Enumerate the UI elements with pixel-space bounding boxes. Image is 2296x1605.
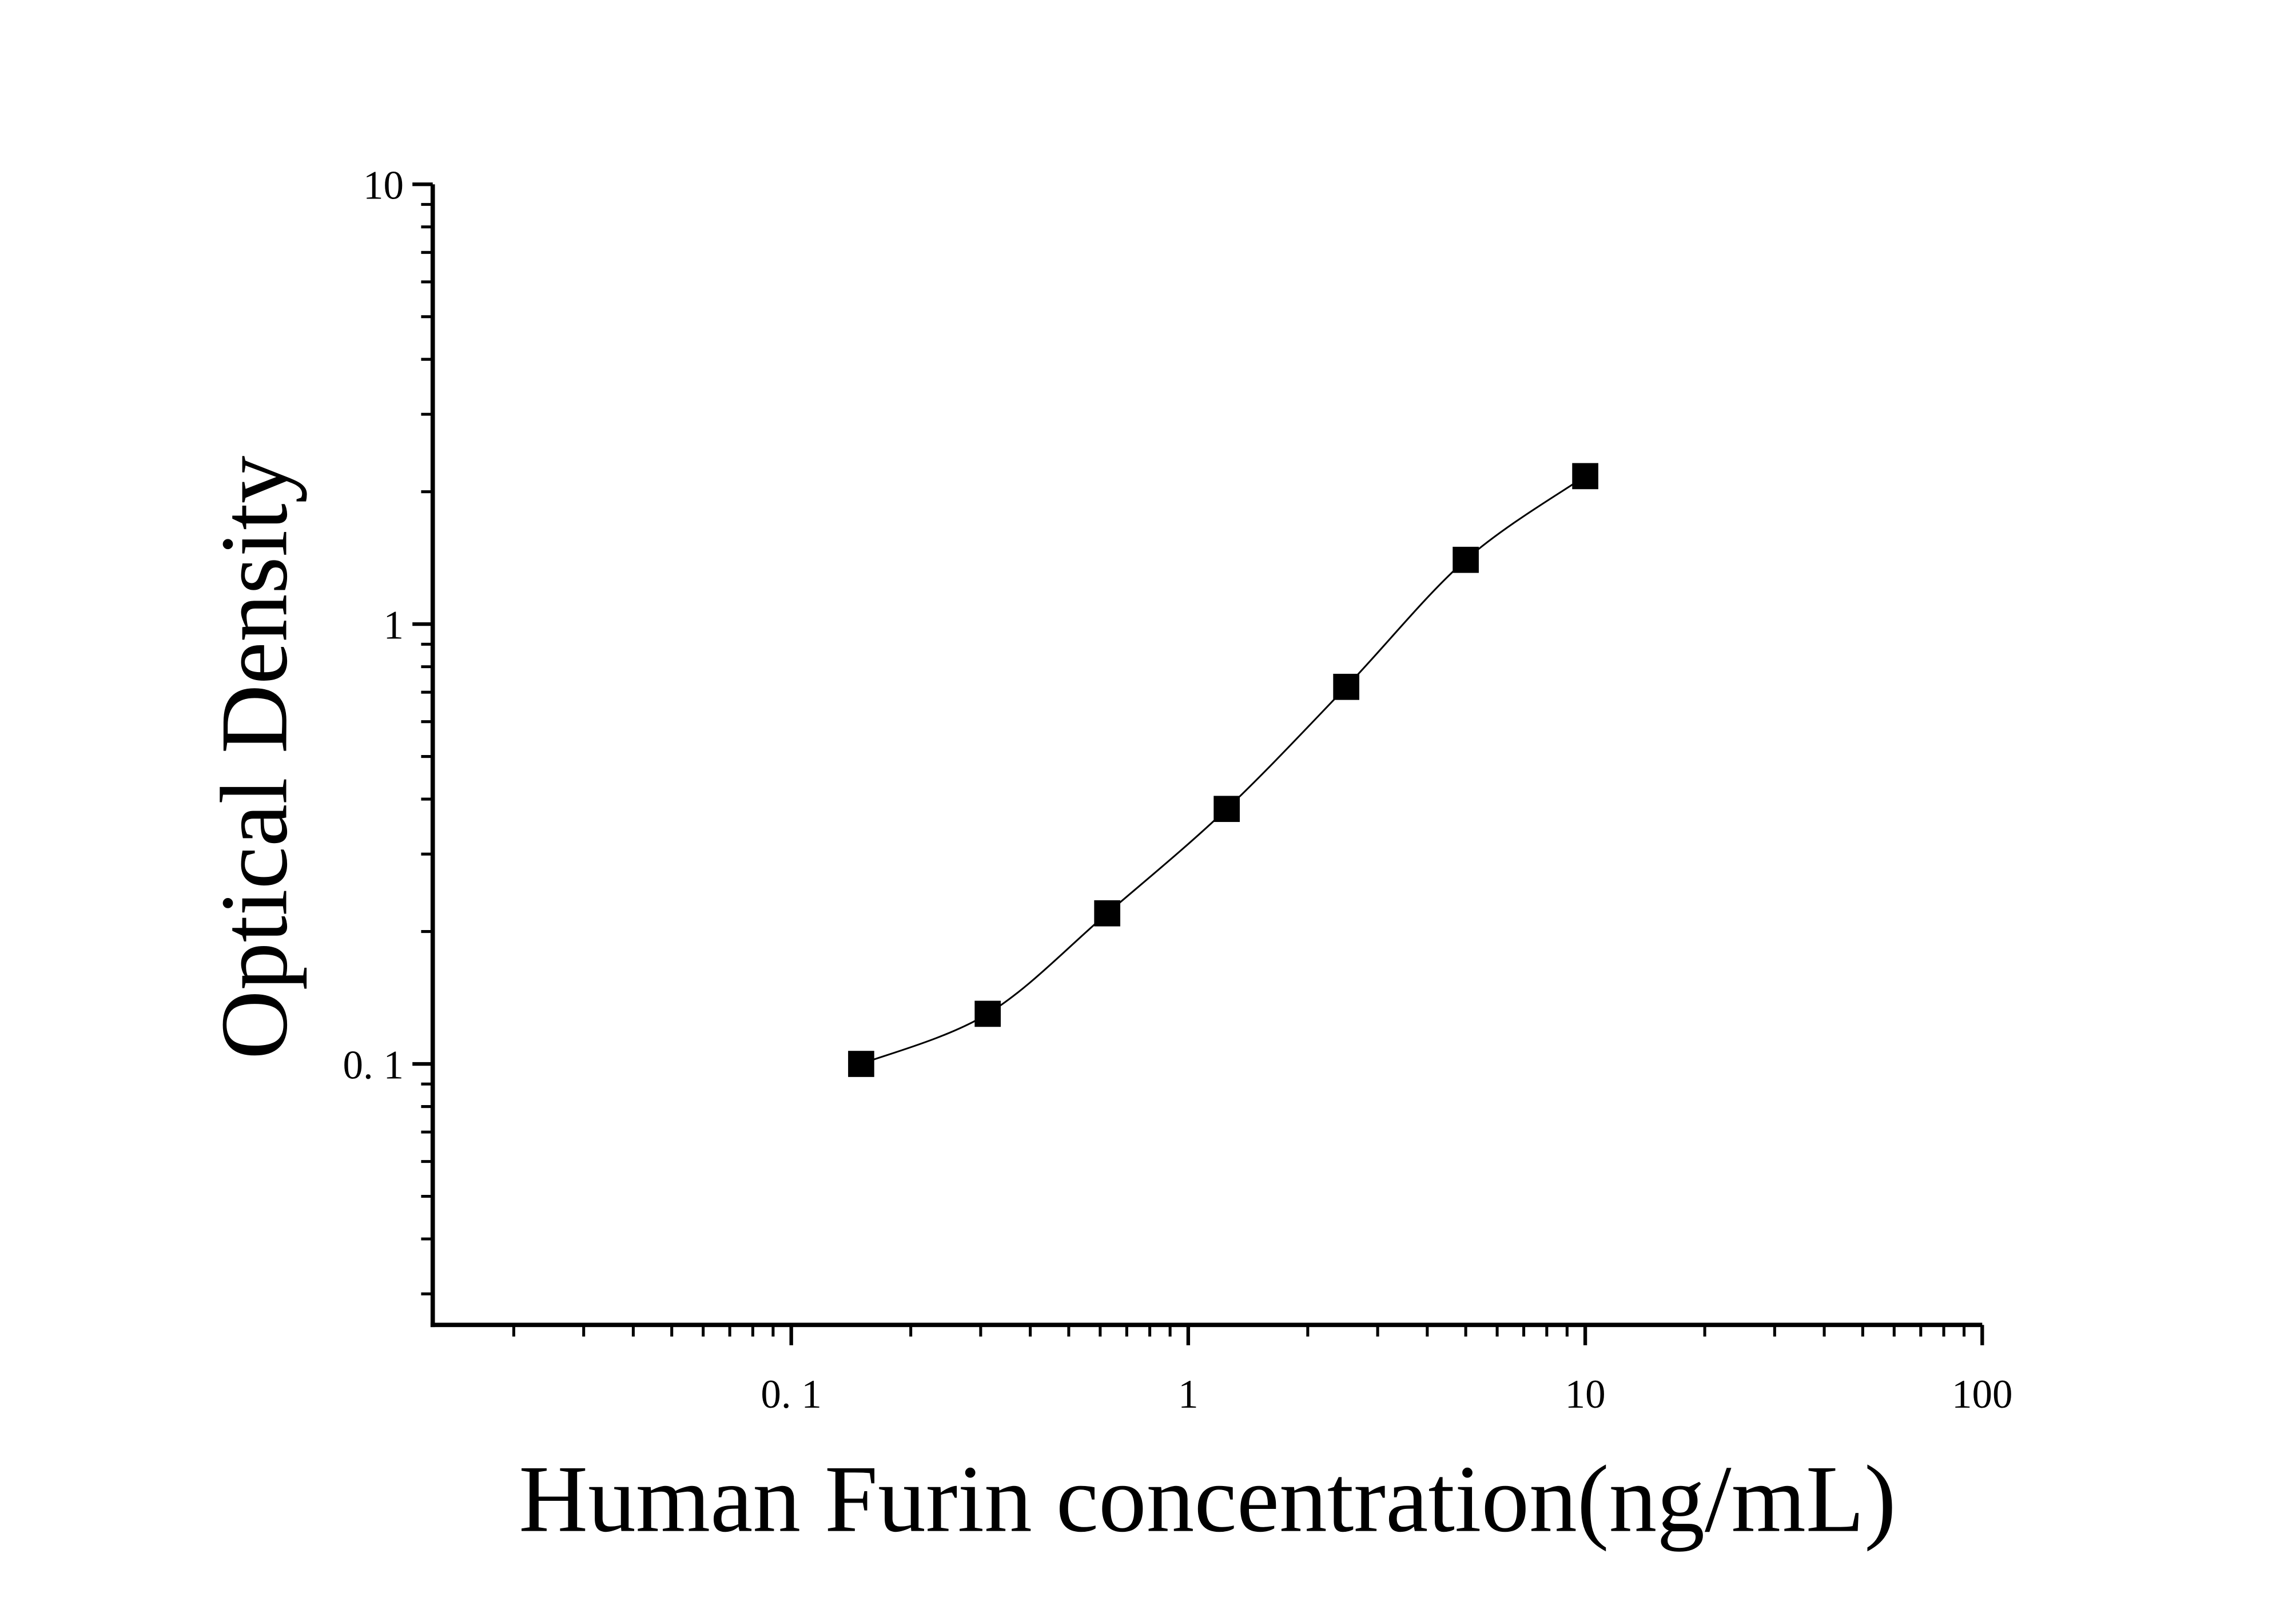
y-tick-label: 10 [363,164,404,208]
y-tick-label: 1 [383,603,404,647]
x-tick-label: 100 [1952,1372,2013,1417]
x-tick-label: 10 [1565,1372,1606,1417]
data-point [1213,796,1240,823]
data-point [848,1051,874,1077]
y-axis-title: Optical Density [201,455,307,1059]
data-point [1572,463,1598,490]
y-tick-label: 0. 1 [343,1043,404,1087]
data-point [974,1000,1001,1027]
x-tick-label: 0. 1 [761,1372,822,1417]
x-axis-title: Human Furin concentration(ng/mL) [519,1447,1896,1552]
data-point [1453,546,1479,573]
data-point [1333,673,1359,700]
x-tick-label: 1 [1178,1372,1199,1417]
data-point [1094,900,1121,927]
